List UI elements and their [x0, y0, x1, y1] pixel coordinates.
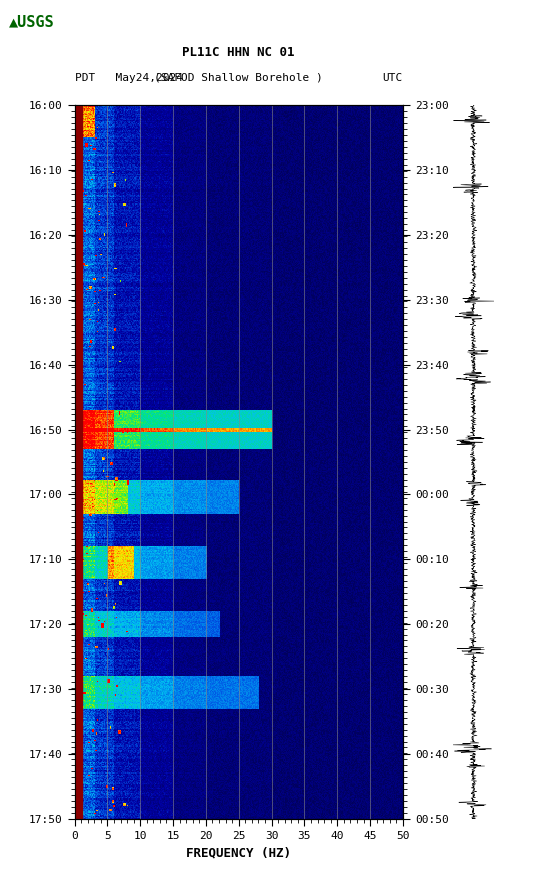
Text: PDT   May24,2024: PDT May24,2024	[75, 73, 183, 83]
Bar	[75, 105, 82, 819]
Text: (SAFOD Shallow Borehole ): (SAFOD Shallow Borehole )	[155, 73, 323, 83]
X-axis label: FREQUENCY (HZ): FREQUENCY (HZ)	[186, 847, 291, 859]
Text: ▲USGS: ▲USGS	[9, 15, 55, 29]
Text: PL11C HHN NC 01: PL11C HHN NC 01	[183, 45, 295, 59]
Text: UTC: UTC	[383, 73, 403, 83]
